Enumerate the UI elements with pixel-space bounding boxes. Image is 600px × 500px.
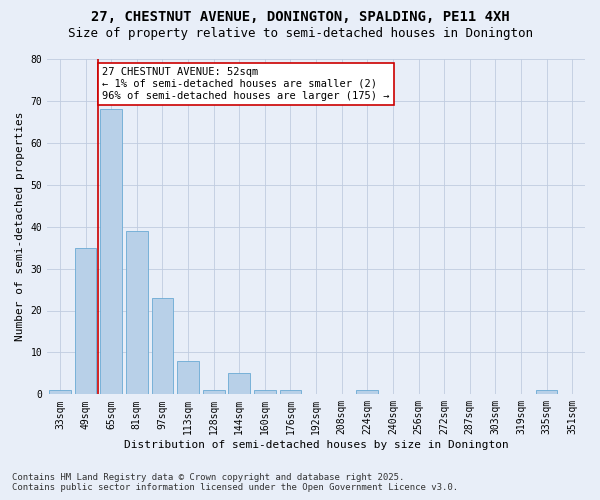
Bar [49,390,71,394]
Bar [74,248,97,394]
Bar [356,390,378,394]
Bar [536,390,557,394]
Bar [203,390,224,394]
Text: 27 CHESTNUT AVENUE: 52sqm
← 1% of semi-detached houses are smaller (2)
96% of se: 27 CHESTNUT AVENUE: 52sqm ← 1% of semi-d… [102,68,390,100]
Bar [229,374,250,394]
Text: Contains HM Land Registry data © Crown copyright and database right 2025.
Contai: Contains HM Land Registry data © Crown c… [12,473,458,492]
X-axis label: Distribution of semi-detached houses by size in Donington: Distribution of semi-detached houses by … [124,440,508,450]
Text: Size of property relative to semi-detached houses in Donington: Size of property relative to semi-detach… [67,28,533,40]
Bar [280,390,301,394]
Text: 27, CHESTNUT AVENUE, DONINGTON, SPALDING, PE11 4XH: 27, CHESTNUT AVENUE, DONINGTON, SPALDING… [91,10,509,24]
Bar [254,390,276,394]
Bar [152,298,173,394]
Bar [100,110,122,395]
Bar [126,231,148,394]
Bar [177,361,199,394]
Y-axis label: Number of semi-detached properties: Number of semi-detached properties [15,112,25,342]
